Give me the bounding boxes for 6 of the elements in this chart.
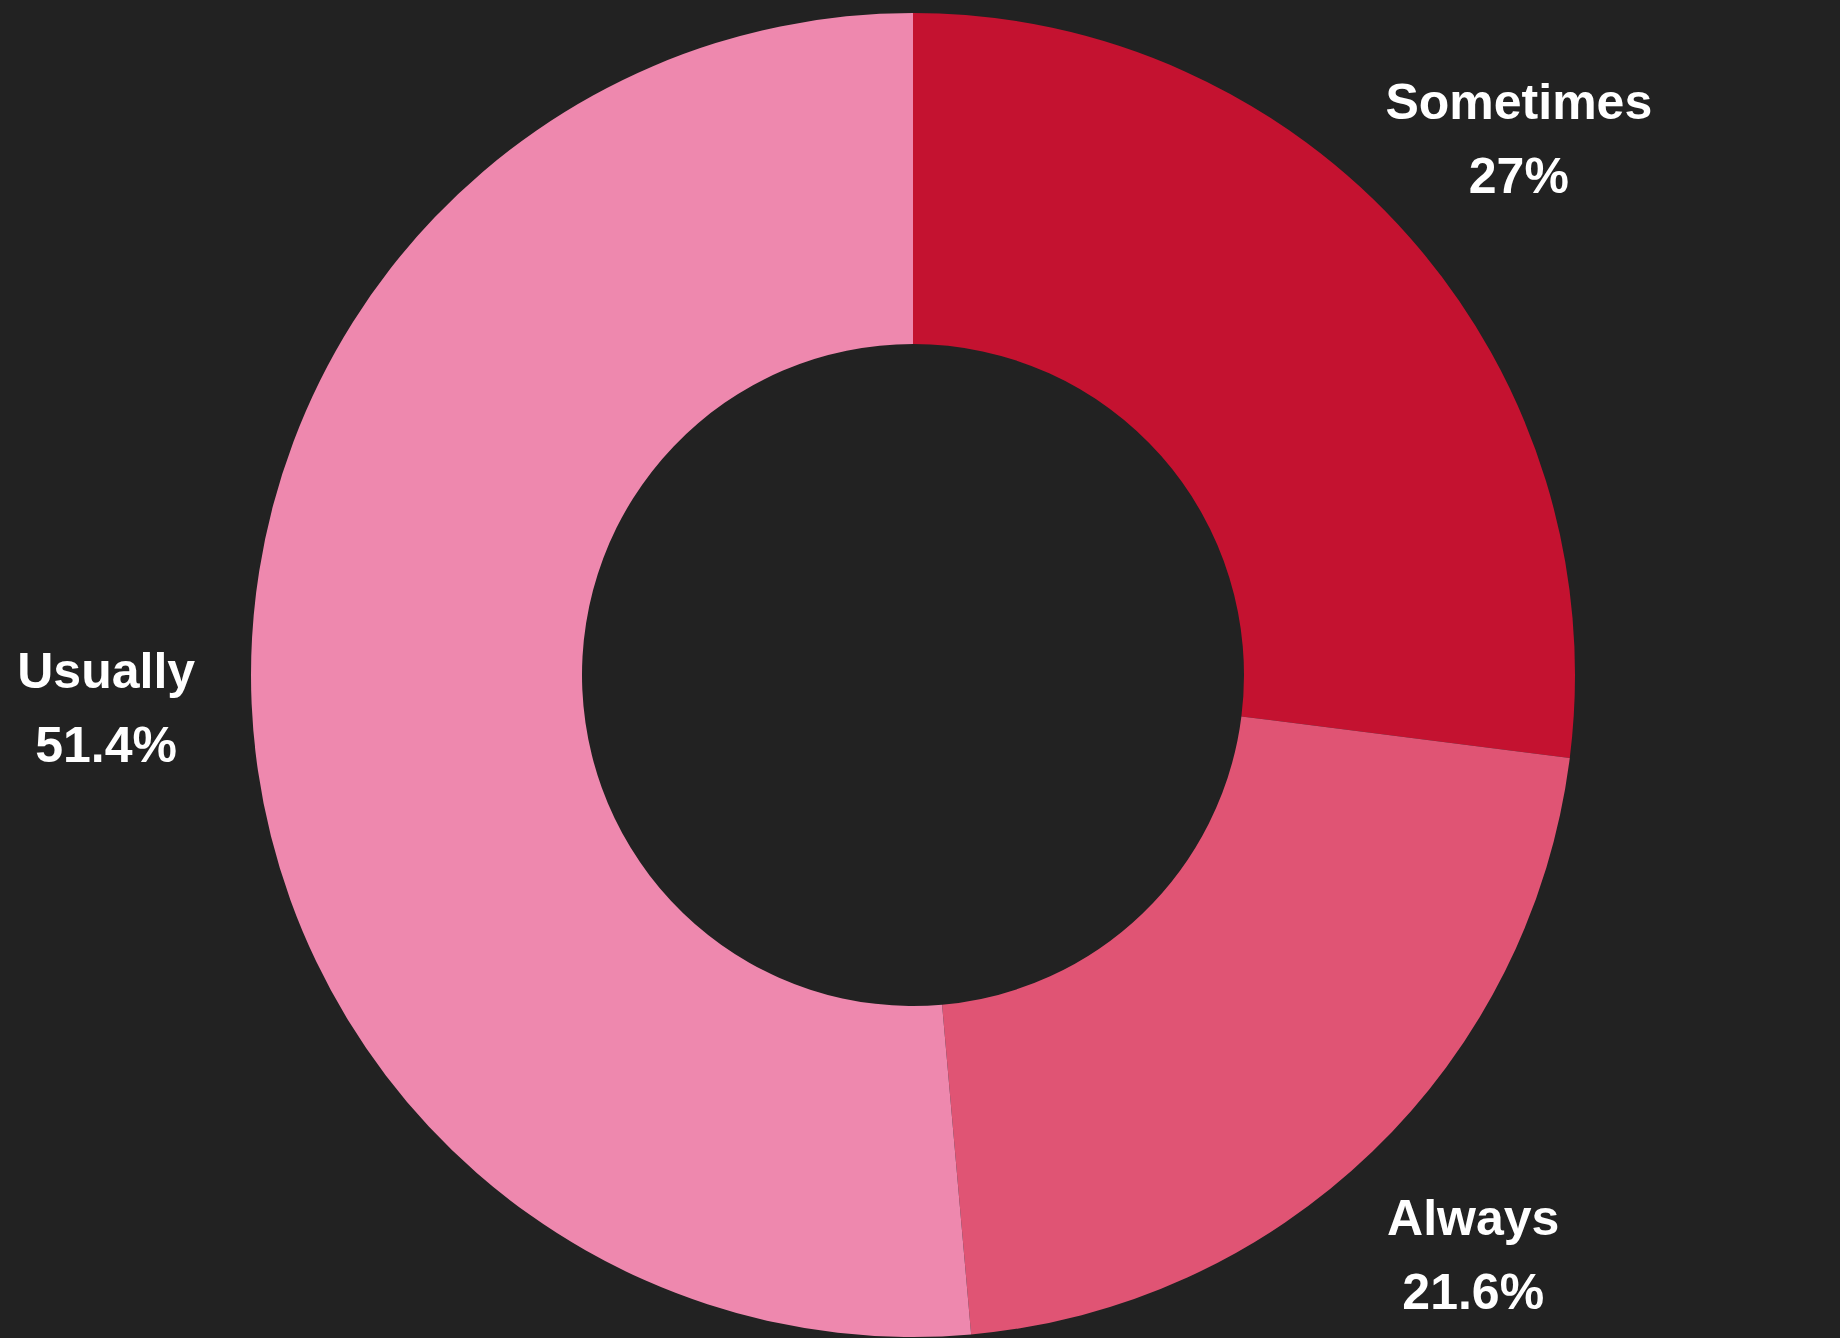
- slice-label: Sometimes: [1385, 73, 1653, 130]
- data-label: 51.4%: [35, 717, 178, 774]
- slice-label: Usually: [17, 643, 196, 700]
- data-label: 21.6%: [1402, 1263, 1545, 1320]
- data-label: 27%: [1468, 147, 1569, 204]
- slice-label: Always: [1387, 1189, 1560, 1246]
